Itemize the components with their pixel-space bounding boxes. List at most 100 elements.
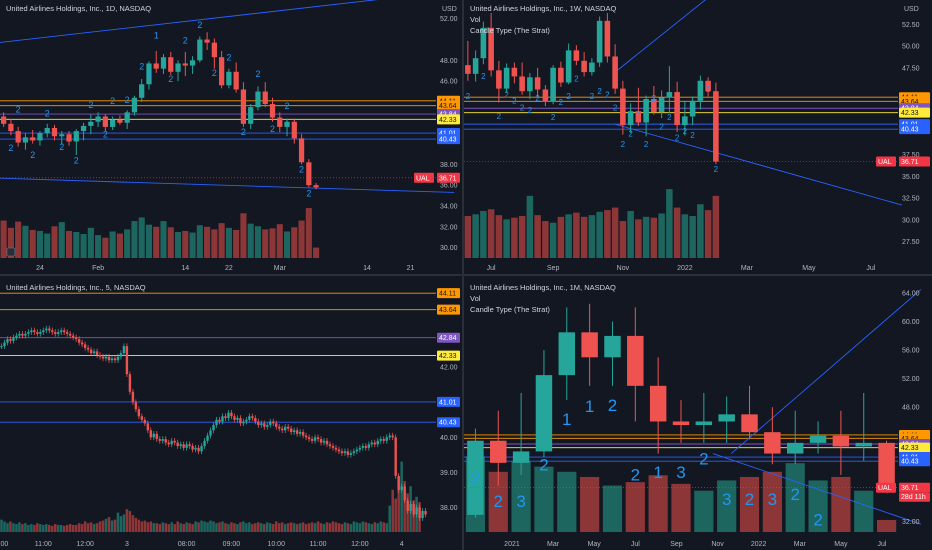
- candle-body: [480, 27, 487, 59]
- candle-body: [322, 440, 326, 443]
- candle-body: [291, 121, 297, 139]
- candle-body: [110, 358, 114, 361]
- volume-bar: [104, 518, 108, 532]
- volume-bar: [260, 523, 263, 532]
- strat-label: 2: [103, 129, 108, 139]
- candle-body: [30, 137, 36, 141]
- volume-bar: [218, 223, 225, 258]
- volume-bar: [124, 229, 131, 258]
- panel-intraday-chart[interactable]: 42.00 40.00 39.00 38.00 44.11 43.64 42.84 42.33…: [0, 276, 462, 550]
- volume-bar: [101, 520, 105, 532]
- x-tick-label: 22: [225, 265, 233, 272]
- candle-body: [1, 116, 7, 124]
- strat-label: 2: [299, 165, 304, 175]
- candle-body: [786, 442, 804, 454]
- symbol-tag-box: [876, 156, 896, 167]
- volume-bar: [328, 523, 332, 532]
- candle-body: [674, 92, 680, 126]
- volume-bar: [364, 522, 368, 532]
- monthly-legend-vol: Vol: [470, 294, 481, 303]
- last-price-tag: 36.71: [901, 159, 919, 166]
- x-tick-label: Mar: [547, 541, 560, 548]
- volume-bar: [322, 524, 326, 532]
- x-tick-label: 12:00: [76, 541, 94, 548]
- volume-bar: [248, 522, 251, 532]
- candle-body: [15, 131, 21, 143]
- y-tick-label: 34.00: [440, 203, 458, 210]
- strat-label: 2: [168, 74, 173, 84]
- candle-body: [612, 56, 618, 89]
- volume-bar: [240, 213, 247, 258]
- volume-bar: [221, 521, 224, 532]
- candle-body: [95, 116, 101, 122]
- strat-label: 2: [471, 469, 480, 488]
- panel-monthly-chart[interactable]: 2 2 3 2 1 1 2 2 1 3 2 3 2 3 2 2 64.00 60.00 56.00 52.00 48.0…: [464, 276, 932, 550]
- strat-label: 3: [516, 492, 525, 511]
- candle-body: [604, 335, 621, 358]
- earnings-marker: [6, 247, 16, 257]
- candle-body: [71, 335, 75, 338]
- candle-body: [649, 385, 667, 422]
- candle-body: [219, 57, 225, 86]
- strat-label: 2: [813, 511, 822, 530]
- candle-body: [124, 112, 130, 123]
- trendline: [0, 177, 455, 193]
- volume-bar: [289, 522, 293, 532]
- strat-label: 2: [699, 449, 708, 468]
- volume-bar: [295, 524, 299, 532]
- y-tick-label: 35.00: [902, 174, 920, 181]
- candle-body: [224, 416, 227, 419]
- volume-bar: [59, 524, 63, 532]
- volume-bar: [635, 219, 642, 258]
- x-tick-label: 14: [181, 265, 189, 272]
- candle-body: [301, 432, 305, 436]
- candle-body: [254, 418, 257, 422]
- candle-body: [349, 453, 353, 455]
- candle-body: [248, 107, 254, 124]
- volume-bar: [98, 521, 102, 532]
- panel-weekly-chart[interactable]: 2 2 2 2 2 2 2 2 2 2 2 2 2 2 2 2 2 2 2 2 2 2 2 2 2 2 2 2 52.50 50.00 47…: [464, 0, 932, 274]
- volume-bar: [291, 227, 298, 258]
- trendline: [0, 0, 378, 43]
- volume-bar: [167, 524, 170, 532]
- volume-bar: [18, 522, 21, 532]
- intraday-chart-canvas[interactable]: 42.00 40.00 39.00 38.00 44.11 43.64 42.84 42.33…: [0, 276, 462, 550]
- volume-bar: [298, 220, 305, 258]
- candle-body: [24, 333, 27, 336]
- volume-bar: [298, 523, 302, 532]
- candle-body: [573, 50, 580, 61]
- candle-body: [251, 416, 254, 419]
- volume-bar: [286, 523, 290, 532]
- strat-label: 2: [608, 396, 617, 415]
- candle-body: [140, 416, 144, 420]
- candle-body: [54, 332, 57, 334]
- candle-body: [149, 430, 153, 438]
- volume-bar: [36, 230, 44, 258]
- candle-body: [182, 444, 185, 448]
- candle-body: [695, 421, 713, 426]
- candle-body: [63, 330, 66, 333]
- panel-divider-horizontal[interactable]: [0, 274, 932, 276]
- volume-bar: [128, 510, 132, 532]
- volume-bar: [526, 195, 534, 258]
- y-tick-label: 64.00: [902, 291, 920, 298]
- y-tick-label: 40.00: [440, 435, 458, 442]
- price-axis: [898, 0, 932, 274]
- volume-bar: [247, 223, 254, 258]
- volume-bar: [27, 524, 30, 532]
- symbol-tag-box: [414, 172, 434, 183]
- strat-label: 2: [539, 456, 548, 475]
- weekly-legend-strat: Candle Type (The Strat): [470, 26, 550, 35]
- level-tag-box: [437, 417, 460, 428]
- volume-bar: [62, 525, 66, 532]
- strat-label: 1: [562, 410, 571, 429]
- strat-label: 2: [675, 134, 680, 143]
- x-tick-label: Mar: [794, 541, 807, 548]
- candle-body: [415, 507, 418, 515]
- panel-daily-chart[interactable]: 2 2 2 2 2 2 2 2 2 2 2 3 1 2 2 2 2 2 2 2 2 2 2 2 52.00 48.00 46.00 3…: [0, 0, 462, 274]
- candle-body: [409, 503, 412, 511]
